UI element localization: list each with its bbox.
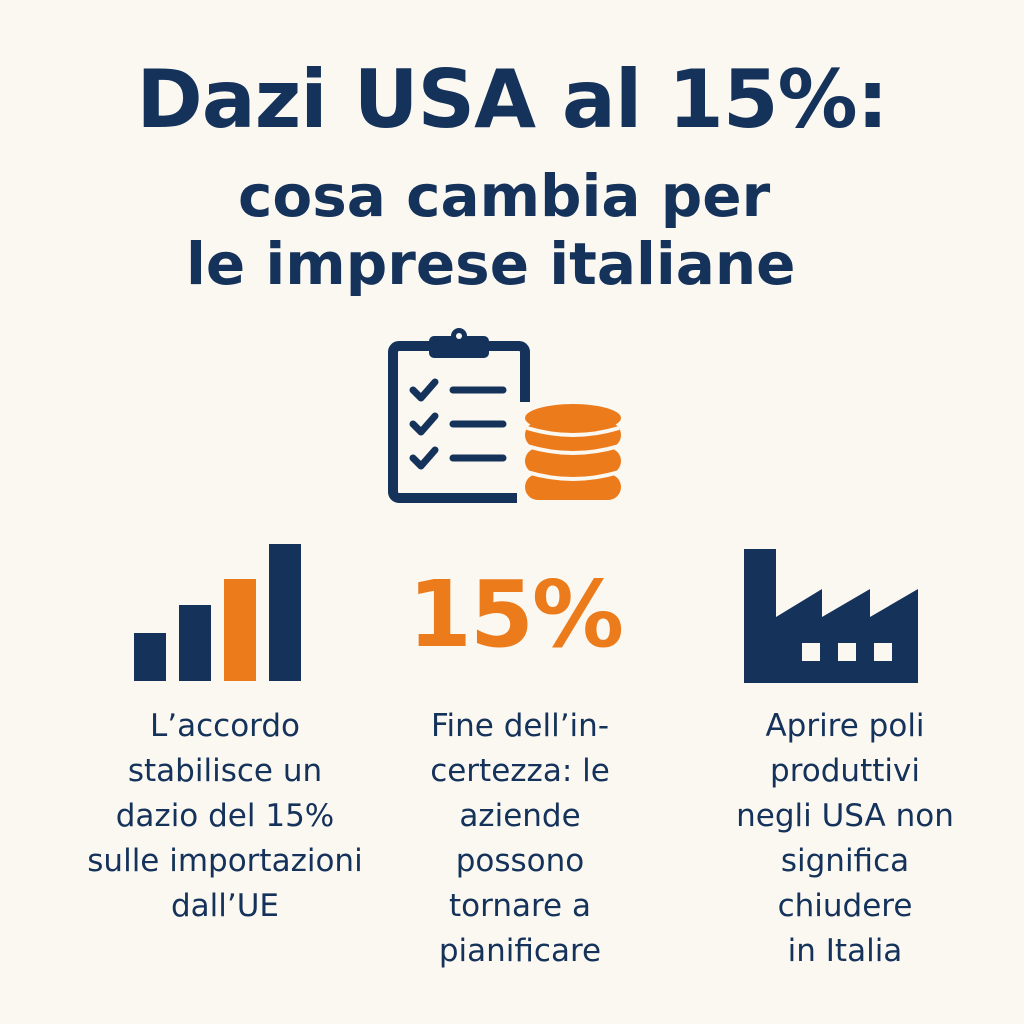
column-3-line: Aprire poli bbox=[765, 708, 925, 744]
column-3-line: negli USA non bbox=[736, 798, 954, 834]
subtitle-line-1: cosa cambia per bbox=[238, 162, 771, 230]
column-3-line: chiudere bbox=[777, 888, 913, 924]
tariff-percent-highlight: 15% bbox=[407, 561, 624, 668]
column-2-line: certezza: le bbox=[430, 753, 610, 789]
factory-icon bbox=[744, 549, 918, 683]
column-2-line: aziende bbox=[459, 798, 581, 834]
column-2-line: Fine dell’in- bbox=[430, 708, 610, 744]
column-production-usa: Aprire poli produttivi negli USA non sig… bbox=[700, 704, 990, 974]
column-1-line: dazio del 15% bbox=[115, 798, 335, 834]
bar-chart-icon bbox=[134, 544, 301, 681]
column-2-line: pianificare bbox=[438, 933, 602, 969]
column-1-line: sulle importazioni bbox=[87, 843, 363, 879]
page-title: Dazi USA al 15%: bbox=[136, 53, 888, 146]
column-1-line: dall’UE bbox=[170, 888, 280, 924]
column-1-line: stabilisce un bbox=[127, 753, 323, 789]
column-3-line: produttivi bbox=[770, 753, 920, 789]
column-1-line: L’accordo bbox=[149, 708, 301, 744]
column-2-line: possono bbox=[455, 843, 585, 879]
column-3-line: in Italia bbox=[787, 933, 903, 969]
clipboard-checklist-coins-icon bbox=[388, 328, 629, 506]
subtitle-line-2: le imprese italiane bbox=[186, 230, 796, 298]
column-end-of-uncertainty: Fine dell’in- certezza: le aziende posso… bbox=[400, 704, 640, 974]
column-3-line: significa bbox=[780, 843, 910, 879]
column-2-line: tornare a bbox=[449, 888, 591, 924]
column-tariff-agreement: L’accordo stabilisce un dazio del 15% su… bbox=[60, 704, 390, 929]
